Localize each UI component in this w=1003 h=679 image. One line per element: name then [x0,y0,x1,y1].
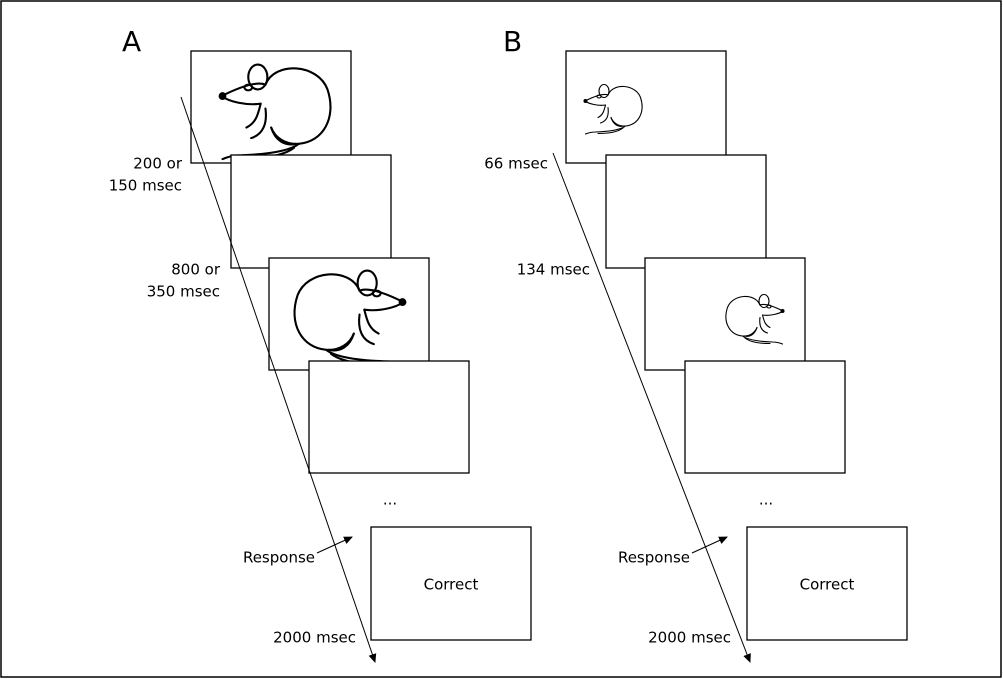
stimulus-frame [190,50,352,164]
stimulus-frame [644,257,806,371]
timing-label: 200 or [133,155,183,173]
panel-label: B [503,25,522,58]
ellipsis: ... [759,491,773,509]
timing-label: 66 msec [484,155,548,173]
feedback-frame [370,526,532,641]
blank-frame [230,154,392,269]
timing-label: 2000 msec [648,629,731,647]
ellipsis: ... [383,491,397,509]
response-label: Response [618,549,690,567]
timing-label: 134 msec [517,261,590,279]
feedback-text: Correct [424,576,479,594]
stimulus-frame [268,257,430,371]
timing-label: 800 or [171,261,221,279]
response-arrow [691,536,728,554]
panel-b: B ... Correct 66 msec 134 msec Response … [484,25,908,663]
response-label: Response [243,549,315,567]
response-arrow [316,536,353,554]
feedback-text: Correct [800,576,855,594]
panel-label: A [122,25,141,58]
timing-label: 2000 msec [273,629,356,647]
time-arrow [552,152,751,663]
timing-label: 350 msec [147,283,220,301]
timing-label: 150 msec [109,177,182,195]
stimulus-frame [565,50,727,164]
blank-frame [684,360,846,474]
panel-a: A ... Correct 200 or 150 msec 800 or 350… [109,25,532,663]
blank-frame [308,360,470,474]
feedback-frame [746,526,908,641]
blank-frame [605,154,767,269]
time-arrow [180,96,377,663]
